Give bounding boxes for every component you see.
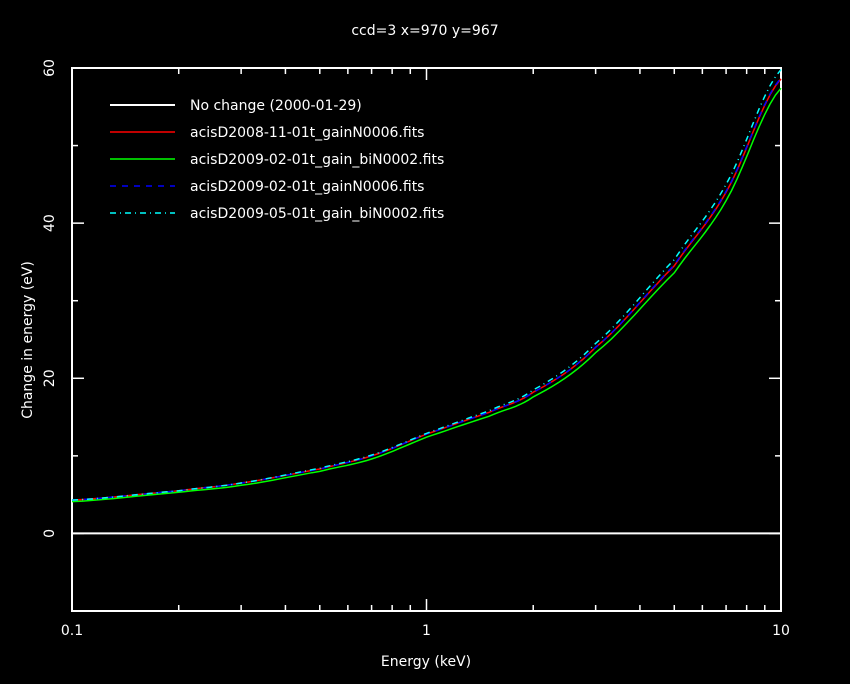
y-tick-label: 40: [42, 214, 58, 232]
series-line-2: [72, 88, 781, 501]
legend-label: acisD2009-05-01t_gain_biN0002.fits: [190, 206, 444, 222]
x-axis-label: Energy (keV): [381, 654, 471, 670]
y-axis-label: Change in energy (eV): [20, 261, 36, 419]
y-tick-label: 20: [42, 369, 58, 387]
chart-title: ccd=3 x=970 y=967: [351, 23, 498, 39]
legend-label: acisD2009-02-01t_gainN0006.fits: [190, 179, 424, 195]
y-tick-label: 0: [42, 529, 58, 538]
legend-label: acisD2008-11-01t_gainN0006.fits: [190, 125, 424, 141]
legend-label: No change (2000-01-29): [190, 98, 362, 114]
series-line-4: [72, 70, 781, 501]
x-tick-label: 0.1: [61, 623, 83, 639]
plot-frame: [72, 68, 781, 611]
y-tick-label: 60: [42, 59, 58, 77]
legend-label: acisD2009-02-01t_gain_biN0002.fits: [190, 152, 444, 168]
x-tick-label: 1: [422, 623, 431, 639]
x-tick-label: 10: [772, 623, 790, 639]
